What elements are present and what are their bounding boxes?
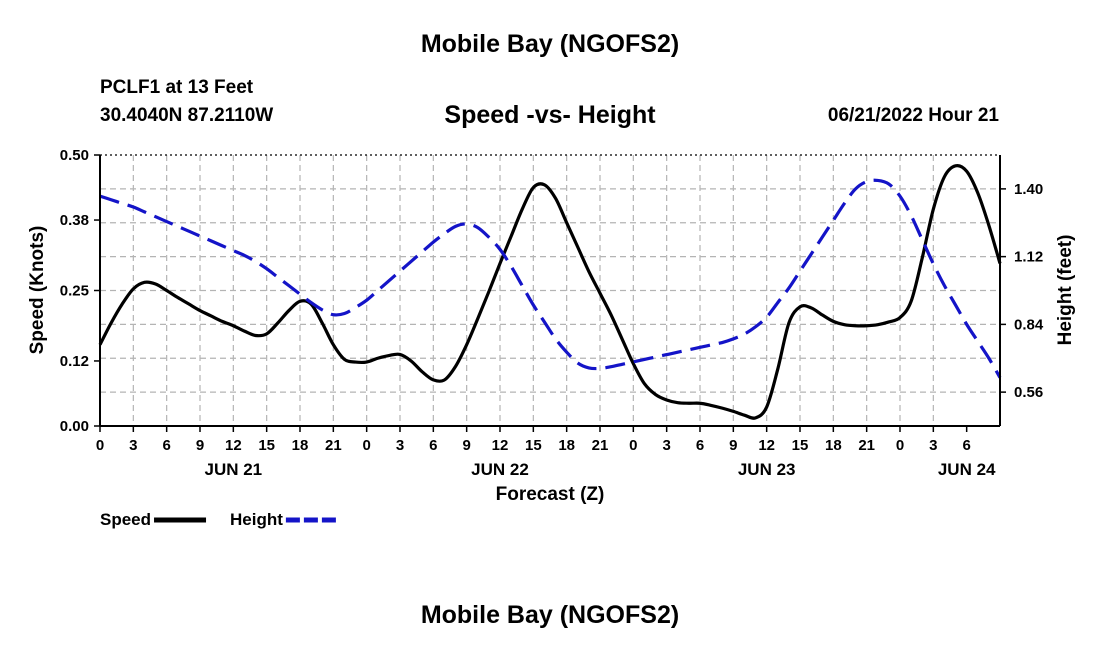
x-tick-label: 12 — [225, 437, 242, 454]
x-tick-label: 9 — [196, 437, 204, 454]
x-tick-label: 12 — [492, 437, 509, 454]
y-right-tick-label: 0.56 — [1014, 384, 1043, 401]
x-tick-label: 0 — [629, 437, 637, 454]
x-tick-label: 15 — [525, 437, 542, 454]
coordinates-label: 30.4040N 87.2110W — [100, 105, 274, 126]
x-tick-label: 18 — [558, 437, 575, 454]
chart-title: Speed -vs- Height — [444, 101, 656, 129]
x-tick-label: 6 — [429, 437, 437, 454]
y-axis-right-title: Height (feet) — [1055, 235, 1076, 346]
y-left-tick-label: 0.25 — [60, 283, 89, 300]
x-tick-label: 0 — [96, 437, 104, 454]
y-axis-left-title: Speed (Knots) — [27, 226, 48, 355]
x-tick-label: 21 — [325, 437, 342, 454]
x-tick-label: 18 — [825, 437, 842, 454]
footer-title: Mobile Bay (NGOFS2) — [420, 601, 680, 629]
y-left-tick-label: 0.00 — [60, 418, 89, 435]
y-right-tick-label: 0.84 — [1014, 316, 1044, 333]
day-label: JUN 22 — [471, 460, 529, 479]
legend-label-height: Height — [230, 510, 283, 529]
series-line-height — [99, 178, 1002, 379]
y-left-tick-label: 0.50 — [60, 147, 89, 164]
x-tick-label: 0 — [896, 437, 904, 454]
day-label: JUN 24 — [938, 460, 996, 479]
y-right-tick-label: 1.40 — [1014, 181, 1043, 198]
station-label: PCLF1 at 13 Feet — [100, 77, 254, 98]
x-tick-label: 6 — [696, 437, 704, 454]
x-tick-label: 9 — [462, 437, 470, 454]
x-tick-label: 3 — [396, 437, 404, 454]
x-tick-label: 3 — [929, 437, 937, 454]
timestamp-label: 06/21/2022 Hour 21 — [827, 105, 999, 126]
x-tick-label: 21 — [592, 437, 609, 454]
x-tick-label: 3 — [662, 437, 670, 454]
x-tick-label: 18 — [292, 437, 309, 454]
x-tick-label: 6 — [162, 437, 170, 454]
x-axis-title: Forecast (Z) — [496, 484, 605, 505]
axes-layer: 0 3 6 9 12 15 18 21 0 3 6 9 12 15 18 21 0 3 6 9 12 15 18 21 0 3 6 J… — [60, 147, 1044, 479]
y-left-tick-label: 0.12 — [60, 353, 89, 370]
x-tick-label: 12 — [758, 437, 775, 454]
x-tick-label: 21 — [858, 437, 875, 454]
series-layer — [98, 164, 1002, 420]
series-line-speed — [98, 164, 1002, 420]
legend-label-speed: Speed — [100, 510, 151, 529]
x-tick-label: 15 — [792, 437, 809, 454]
x-tick-label: 9 — [729, 437, 737, 454]
legend: Speed Height — [100, 510, 338, 529]
x-tick-label: 15 — [258, 437, 275, 454]
day-label: JUN 23 — [738, 460, 796, 479]
day-label: JUN 21 — [205, 460, 263, 479]
main-title: Mobile Bay (NGOFS2) — [420, 30, 680, 58]
plot-frame — [99, 154, 1001, 427]
x-tick-label: 0 — [362, 437, 370, 454]
x-tick-label: 6 — [962, 437, 970, 454]
x-tick-label: 3 — [129, 437, 137, 454]
y-right-tick-label: 1.12 — [1014, 249, 1043, 266]
y-left-tick-label: 0.38 — [60, 212, 89, 229]
grid — [100, 155, 1000, 426]
